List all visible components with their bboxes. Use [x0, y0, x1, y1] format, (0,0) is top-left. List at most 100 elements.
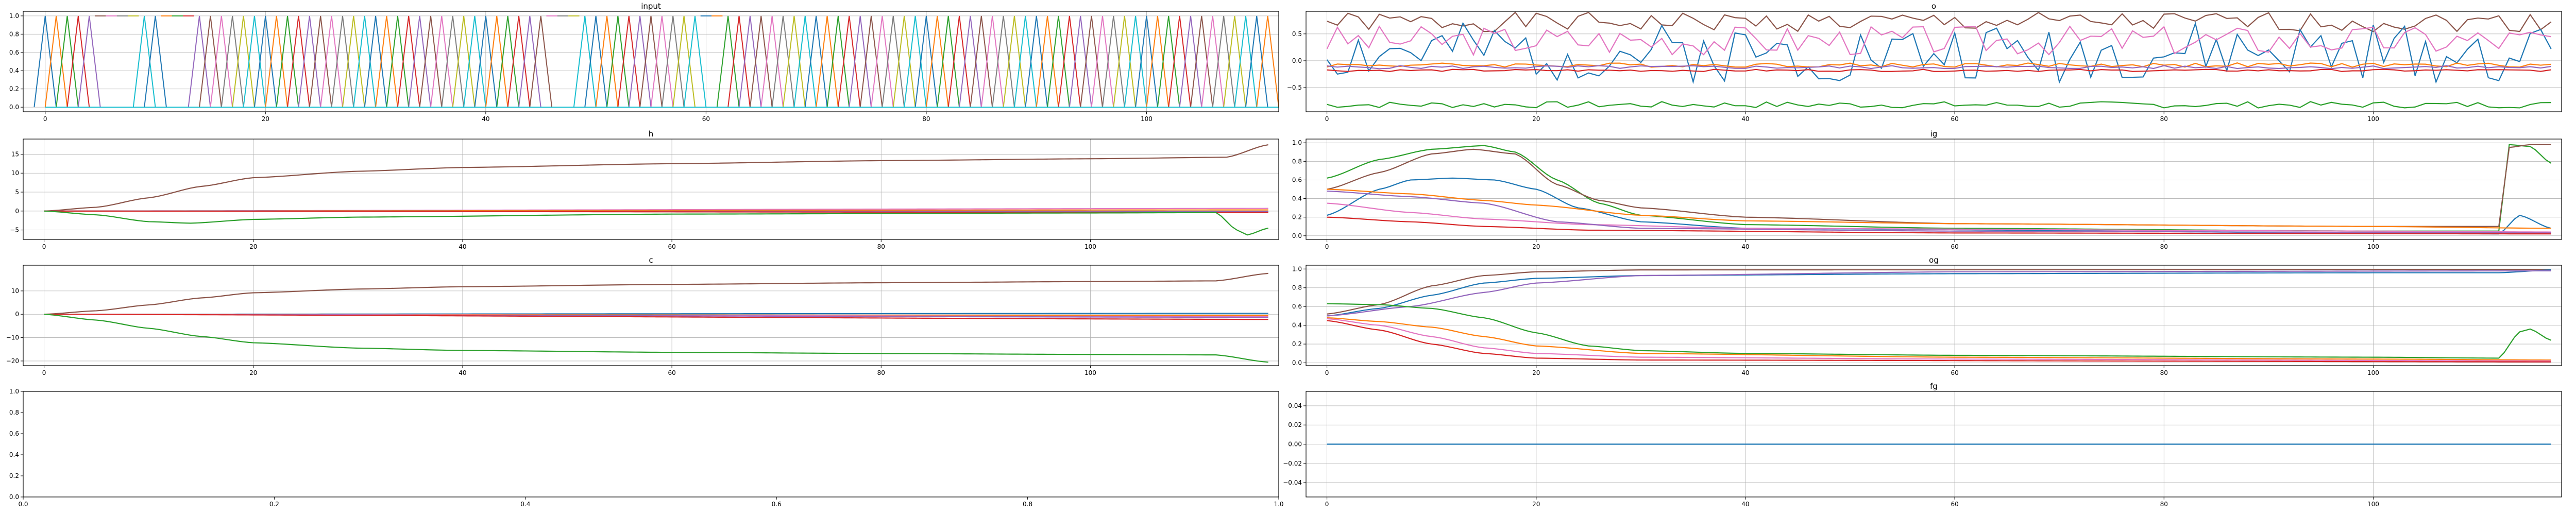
series-line-input-28 [342, 15, 365, 108]
x-tick-label: 80 [877, 243, 885, 250]
x-tick-label: 100 [2367, 115, 2379, 123]
series-line-input-21 [265, 15, 289, 108]
x-tick-label: 100 [2367, 501, 2379, 508]
axes-frame [23, 265, 1279, 366]
x-tick-label: 20 [249, 243, 257, 250]
y-tick-label: 0.4 [1292, 195, 1302, 202]
x-tick-label: 60 [668, 369, 675, 376]
x-tick-label: 20 [249, 369, 257, 376]
series-line-input-42 [496, 15, 519, 108]
y-tick-label: 5 [15, 188, 19, 196]
subplot-fg: 0 20 40 60 80 100 −0.04 −0.02 0.00 0.02 0.04 fg [1283, 382, 2562, 508]
series-line-input-50 [584, 15, 607, 108]
series-line-input-98 [1113, 15, 1137, 108]
y-tick-label: −20 [6, 357, 19, 365]
series-line-input-26 [320, 15, 343, 108]
series-line-input-36 [430, 15, 453, 108]
subplot-title: og [1929, 255, 1939, 265]
subplot-title: c [649, 255, 653, 265]
y-tick-label: 0.0 [9, 493, 19, 501]
series-line-input-91 [1036, 15, 1059, 108]
series-line-input-105 [1190, 15, 1213, 108]
y-tick-label: −5 [10, 227, 19, 234]
series-line-input-57 [661, 15, 685, 108]
series-line-input-0 [33, 15, 57, 108]
series-line-input-88 [1003, 15, 1026, 108]
y-tick-label: −0.5 [1287, 84, 1302, 91]
series-line-input-110 [1245, 15, 1268, 108]
y-tick-label: 0.8 [1292, 158, 1302, 165]
y-tick-label: 1.0 [9, 388, 19, 395]
series-line-input-78 [892, 15, 916, 108]
series-line-input-106 [1201, 15, 1225, 108]
y-tick-label: 0.5 [1292, 30, 1302, 38]
series-line-input-84 [959, 15, 982, 108]
series-line-input-74 [849, 15, 872, 108]
series-line-input-45 [529, 15, 553, 108]
series-line-input-44 [518, 15, 541, 108]
series-line-input-101 [1146, 15, 1170, 108]
subplot-empty: 0.0 0.2 0.4 0.6 0.8 1.0 0.0 0.2 0.4 0.6 0.8 1.0 [9, 388, 1284, 508]
series-line-o-0 [1327, 11, 2552, 32]
plot-area [33, 15, 1279, 108]
series-line-h-6 [44, 210, 1268, 236]
y-tick-label: 0.6 [1292, 303, 1302, 310]
series-line-input-58 [672, 15, 696, 108]
series-line-input-81 [925, 15, 949, 108]
series-line-og-1 [1327, 269, 2551, 317]
y-tick-label: 0.0 [1292, 359, 1302, 367]
series-line-input-66 [760, 15, 784, 108]
series-line-input-65 [749, 15, 773, 108]
y-tick-label: 1.0 [1292, 265, 1302, 272]
series-line-input-69 [793, 15, 817, 108]
y-tick-label: 0.04 [1288, 402, 1302, 409]
series-line-input-86 [980, 15, 1004, 108]
x-tick-label: 60 [1951, 115, 1958, 123]
x-tick-label: 20 [262, 115, 269, 123]
series-line-input-39 [463, 15, 486, 108]
x-tick-label: 40 [1741, 243, 1749, 250]
y-tick-label: 0.0 [1292, 232, 1302, 239]
series-line-input-97 [1101, 15, 1125, 108]
subplot-title: h [649, 129, 654, 139]
series-line-input-82 [937, 15, 960, 108]
series-line-input-51 [595, 15, 619, 108]
series-line-input-77 [882, 15, 905, 108]
series-line-h-0 [44, 144, 1268, 212]
series-line-input-100 [1135, 15, 1158, 108]
x-tick-label: 80 [877, 369, 885, 376]
subplot-title: ig [1930, 129, 1938, 139]
series-line-ig-1 [1327, 144, 2551, 227]
series-line-o-5 [1327, 68, 2551, 72]
x-tick-label: 100 [2367, 369, 2379, 376]
y-tick-label: 0.8 [1292, 284, 1302, 291]
axes-frame [23, 139, 1279, 240]
x-tick-label: 60 [1951, 369, 1958, 376]
series-line-input-4 [77, 15, 101, 108]
series-line-input-27 [331, 15, 354, 108]
x-tick-label: 100 [2367, 243, 2379, 250]
y-tick-label: 15 [11, 150, 19, 158]
subplot-title: fg [1930, 382, 1938, 391]
series-line-input-72 [826, 15, 850, 108]
series-line-c-6 [44, 314, 1268, 363]
series-line-input-31 [375, 15, 398, 108]
series-line-input-79 [904, 15, 927, 108]
x-tick-label: 0 [1325, 501, 1329, 508]
series-line-input-95 [1080, 15, 1103, 108]
series-line-input-35 [419, 15, 443, 108]
series-line-input-85 [970, 15, 993, 108]
x-tick-label: 0.6 [772, 501, 782, 508]
series-line-c-5 [44, 314, 1268, 320]
axes-frame [23, 391, 1279, 497]
x-tick-label: 60 [668, 243, 675, 250]
series-line-input-92 [1047, 15, 1070, 108]
series-line-input-102 [1157, 15, 1180, 108]
series-line-input-1 [44, 15, 68, 108]
x-tick-label: 0 [42, 369, 46, 376]
series-line-o-1 [1326, 21, 2552, 84]
series-line-input-30 [364, 15, 387, 108]
series-line-input-71 [816, 15, 839, 108]
series-line-input-56 [650, 15, 674, 108]
